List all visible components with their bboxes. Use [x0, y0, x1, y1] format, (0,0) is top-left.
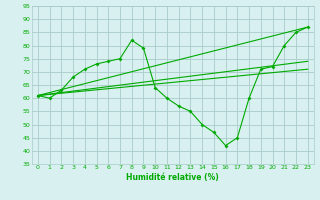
X-axis label: Humidité relative (%): Humidité relative (%) — [126, 173, 219, 182]
